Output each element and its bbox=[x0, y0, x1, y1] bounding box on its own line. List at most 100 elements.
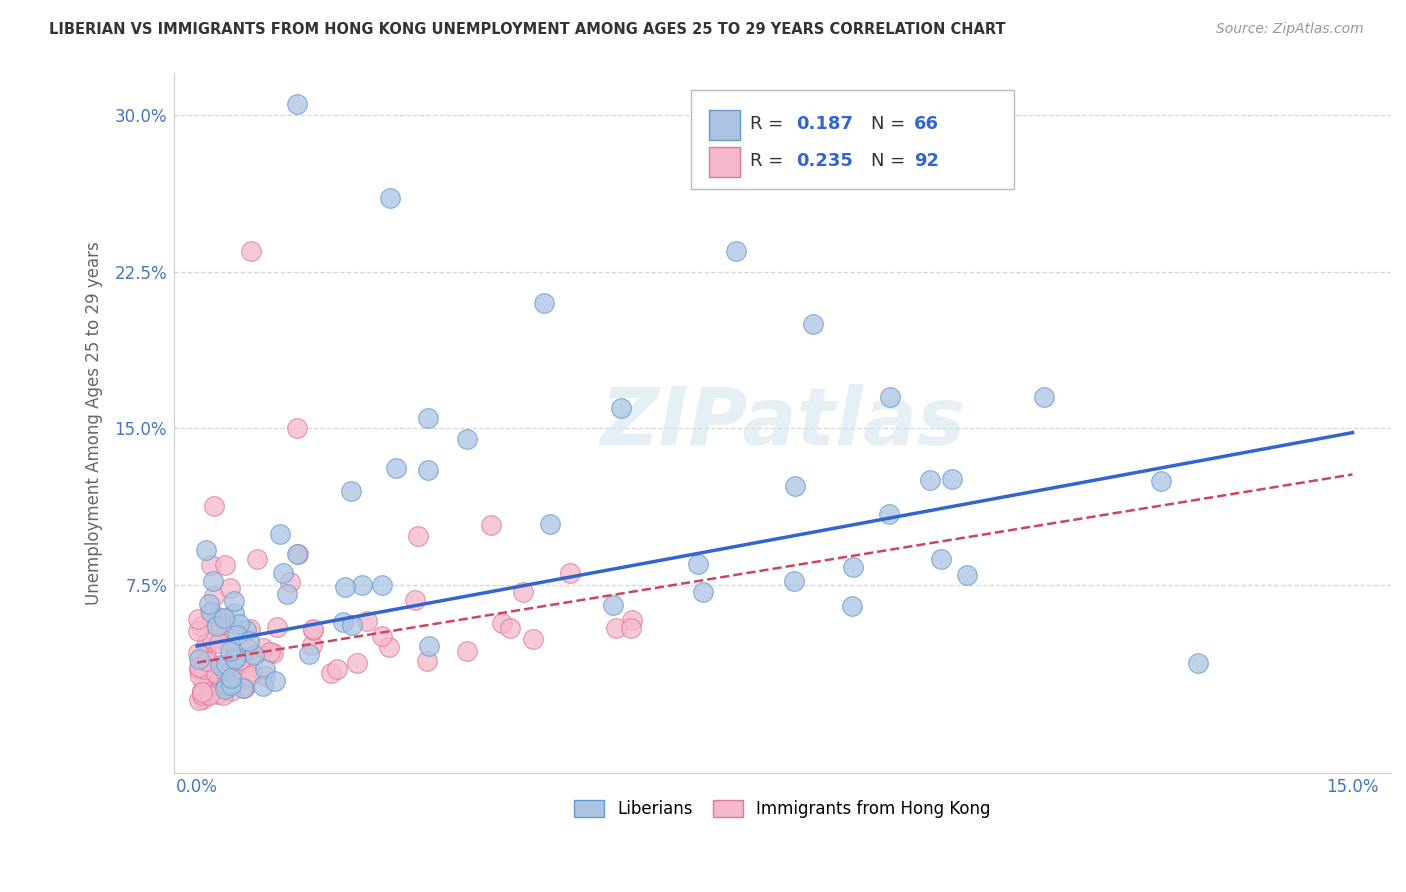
Point bbox=[285, 421, 308, 435]
Point bbox=[208, 662, 231, 676]
Point bbox=[259, 645, 281, 659]
Point bbox=[350, 577, 373, 591]
Point bbox=[266, 620, 288, 634]
Point bbox=[215, 677, 238, 691]
Text: N =: N = bbox=[872, 115, 911, 133]
Point bbox=[187, 612, 209, 626]
Point bbox=[200, 605, 222, 619]
Point bbox=[333, 580, 356, 594]
Point bbox=[187, 692, 209, 706]
Point bbox=[346, 657, 368, 671]
Point bbox=[692, 584, 714, 599]
Point bbox=[378, 640, 401, 655]
Point bbox=[416, 654, 439, 668]
Point bbox=[918, 473, 941, 487]
Text: 66: 66 bbox=[914, 115, 939, 133]
Point bbox=[190, 618, 212, 632]
Point bbox=[214, 657, 236, 672]
Point bbox=[224, 651, 246, 665]
Point bbox=[356, 614, 378, 628]
Point bbox=[479, 518, 502, 533]
Point bbox=[232, 681, 254, 695]
Point bbox=[620, 621, 643, 635]
Point bbox=[239, 669, 262, 683]
Point bbox=[301, 623, 323, 637]
Point bbox=[219, 678, 242, 692]
Point bbox=[456, 432, 478, 446]
Point bbox=[212, 663, 235, 677]
Point bbox=[512, 584, 534, 599]
Point bbox=[560, 566, 582, 581]
Point bbox=[522, 632, 544, 646]
Point bbox=[225, 650, 247, 665]
Point bbox=[533, 296, 555, 310]
Point bbox=[326, 662, 349, 676]
Point bbox=[956, 567, 979, 582]
Point bbox=[219, 582, 242, 596]
Point bbox=[214, 614, 236, 628]
Point bbox=[209, 618, 232, 632]
FancyBboxPatch shape bbox=[710, 147, 740, 177]
Point bbox=[201, 682, 224, 697]
Point bbox=[188, 661, 211, 675]
Point bbox=[233, 681, 256, 695]
Point bbox=[233, 681, 256, 695]
Point bbox=[190, 650, 212, 665]
Point bbox=[212, 611, 235, 625]
Point bbox=[195, 654, 218, 668]
Point bbox=[209, 657, 232, 672]
Point bbox=[197, 686, 219, 700]
Point bbox=[686, 558, 709, 572]
Point bbox=[221, 667, 243, 681]
Point bbox=[218, 671, 240, 685]
Point bbox=[224, 607, 246, 621]
Point bbox=[214, 558, 236, 572]
Point bbox=[406, 529, 429, 543]
Point bbox=[194, 649, 217, 664]
Point bbox=[254, 669, 277, 683]
Point bbox=[301, 639, 323, 653]
Point bbox=[207, 610, 229, 624]
Point bbox=[202, 499, 225, 513]
Point bbox=[224, 594, 246, 608]
Point bbox=[219, 644, 242, 658]
Point bbox=[238, 633, 260, 648]
Point bbox=[226, 627, 249, 641]
Point bbox=[204, 666, 226, 681]
Point bbox=[211, 680, 233, 694]
Point bbox=[191, 688, 214, 702]
Point bbox=[187, 624, 209, 639]
Point bbox=[205, 688, 228, 702]
Point bbox=[197, 635, 219, 649]
Point bbox=[219, 683, 242, 698]
Point bbox=[340, 484, 363, 499]
Point bbox=[191, 684, 214, 698]
Point bbox=[879, 390, 901, 404]
Point bbox=[538, 516, 561, 531]
Point bbox=[221, 671, 243, 685]
Point bbox=[202, 589, 225, 603]
Point bbox=[252, 679, 274, 693]
Point bbox=[246, 551, 269, 566]
Point bbox=[269, 527, 291, 541]
Point bbox=[602, 598, 624, 612]
Point bbox=[211, 688, 233, 702]
Point bbox=[207, 686, 229, 700]
Point bbox=[499, 621, 522, 635]
Point bbox=[276, 587, 298, 601]
Point bbox=[842, 560, 865, 574]
Point bbox=[378, 191, 401, 205]
Point bbox=[801, 317, 824, 331]
Point bbox=[200, 605, 222, 619]
Point bbox=[785, 479, 807, 493]
Point bbox=[332, 615, 354, 630]
Y-axis label: Unemployment Among Ages 25 to 29 years: Unemployment Among Ages 25 to 29 years bbox=[86, 242, 103, 605]
Point bbox=[191, 683, 214, 698]
Point bbox=[222, 654, 245, 668]
Point bbox=[215, 634, 238, 648]
Legend: Liberians, Immigrants from Hong Kong: Liberians, Immigrants from Hong Kong bbox=[568, 793, 997, 824]
Point bbox=[187, 652, 209, 666]
Point bbox=[264, 673, 287, 688]
Point bbox=[287, 547, 309, 561]
FancyBboxPatch shape bbox=[692, 90, 1014, 188]
